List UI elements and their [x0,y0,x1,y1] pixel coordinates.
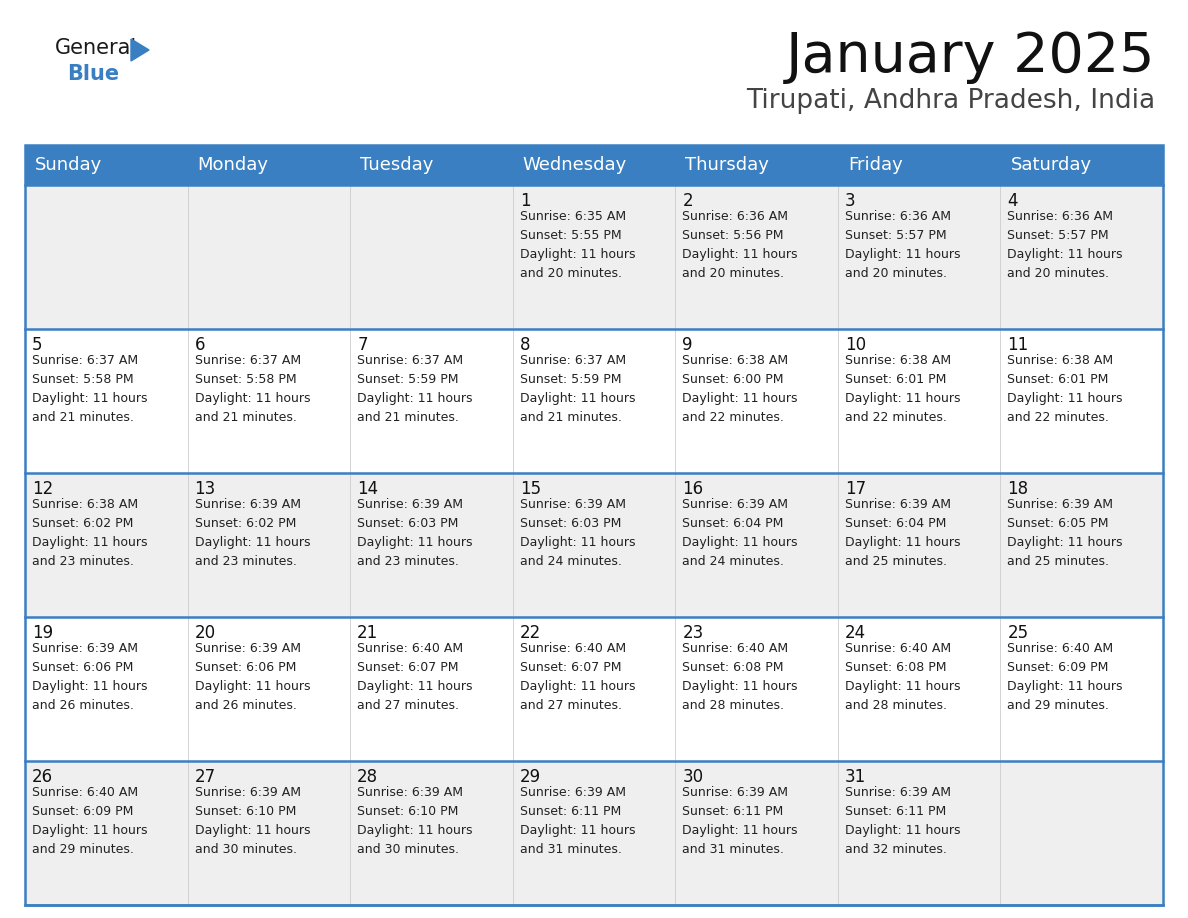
Text: 23: 23 [682,624,703,642]
Text: Friday: Friday [848,156,903,174]
Bar [25,329,1163,473]
Text: Sunrise: 6:40 AM
Sunset: 6:09 PM
Daylight: 11 hours
and 29 minutes.: Sunrise: 6:40 AM Sunset: 6:09 PM Dayligh… [32,786,147,856]
Bar [25,617,1163,761]
Text: 14: 14 [358,480,378,498]
Text: 25: 25 [1007,624,1029,642]
Text: Sunrise: 6:39 AM
Sunset: 6:05 PM
Daylight: 11 hours
and 25 minutes.: Sunrise: 6:39 AM Sunset: 6:05 PM Dayligh… [1007,498,1123,568]
Text: Saturday: Saturday [1011,156,1092,174]
Text: 6: 6 [195,336,206,354]
Text: 19: 19 [32,624,53,642]
Text: Sunrise: 6:39 AM
Sunset: 6:03 PM
Daylight: 11 hours
and 24 minutes.: Sunrise: 6:39 AM Sunset: 6:03 PM Dayligh… [519,498,636,568]
Text: 29: 29 [519,768,541,786]
Text: Sunrise: 6:36 AM
Sunset: 5:56 PM
Daylight: 11 hours
and 20 minutes.: Sunrise: 6:36 AM Sunset: 5:56 PM Dayligh… [682,210,798,280]
Text: 24: 24 [845,624,866,642]
Text: Sunrise: 6:39 AM
Sunset: 6:11 PM
Daylight: 11 hours
and 32 minutes.: Sunrise: 6:39 AM Sunset: 6:11 PM Dayligh… [845,786,960,856]
Text: 22: 22 [519,624,541,642]
Text: Sunrise: 6:37 AM
Sunset: 5:59 PM
Daylight: 11 hours
and 21 minutes.: Sunrise: 6:37 AM Sunset: 5:59 PM Dayligh… [519,354,636,424]
Text: Sunrise: 6:39 AM
Sunset: 6:06 PM
Daylight: 11 hours
and 26 minutes.: Sunrise: 6:39 AM Sunset: 6:06 PM Dayligh… [195,642,310,712]
Text: 27: 27 [195,768,216,786]
Text: 8: 8 [519,336,530,354]
Text: Sunrise: 6:39 AM
Sunset: 6:02 PM
Daylight: 11 hours
and 23 minutes.: Sunrise: 6:39 AM Sunset: 6:02 PM Dayligh… [195,498,310,568]
Text: 28: 28 [358,768,378,786]
Text: Sunrise: 6:38 AM
Sunset: 6:01 PM
Daylight: 11 hours
and 22 minutes.: Sunrise: 6:38 AM Sunset: 6:01 PM Dayligh… [845,354,960,424]
Text: 11: 11 [1007,336,1029,354]
Text: Sunrise: 6:37 AM
Sunset: 5:58 PM
Daylight: 11 hours
and 21 minutes.: Sunrise: 6:37 AM Sunset: 5:58 PM Dayligh… [195,354,310,424]
Text: 26: 26 [32,768,53,786]
Text: Sunrise: 6:40 AM
Sunset: 6:07 PM
Daylight: 11 hours
and 27 minutes.: Sunrise: 6:40 AM Sunset: 6:07 PM Dayligh… [358,642,473,712]
Text: January 2025: January 2025 [785,30,1155,84]
Text: 2: 2 [682,192,693,210]
Text: Sunrise: 6:35 AM
Sunset: 5:55 PM
Daylight: 11 hours
and 20 minutes.: Sunrise: 6:35 AM Sunset: 5:55 PM Dayligh… [519,210,636,280]
Text: 21: 21 [358,624,379,642]
Text: 13: 13 [195,480,216,498]
Bar [25,185,1163,329]
Bar [25,145,1163,185]
Text: Monday: Monday [197,156,268,174]
Text: Sunrise: 6:39 AM
Sunset: 6:11 PM
Daylight: 11 hours
and 31 minutes.: Sunrise: 6:39 AM Sunset: 6:11 PM Dayligh… [682,786,798,856]
Text: Sunrise: 6:40 AM
Sunset: 6:08 PM
Daylight: 11 hours
and 28 minutes.: Sunrise: 6:40 AM Sunset: 6:08 PM Dayligh… [682,642,798,712]
Text: Wednesday: Wednesday [523,156,627,174]
Polygon shape [131,39,148,61]
Text: Sunrise: 6:40 AM
Sunset: 6:08 PM
Daylight: 11 hours
and 28 minutes.: Sunrise: 6:40 AM Sunset: 6:08 PM Dayligh… [845,642,960,712]
Text: Sunrise: 6:39 AM
Sunset: 6:11 PM
Daylight: 11 hours
and 31 minutes.: Sunrise: 6:39 AM Sunset: 6:11 PM Dayligh… [519,786,636,856]
Text: Sunrise: 6:39 AM
Sunset: 6:03 PM
Daylight: 11 hours
and 23 minutes.: Sunrise: 6:39 AM Sunset: 6:03 PM Dayligh… [358,498,473,568]
Text: Sunrise: 6:39 AM
Sunset: 6:04 PM
Daylight: 11 hours
and 24 minutes.: Sunrise: 6:39 AM Sunset: 6:04 PM Dayligh… [682,498,798,568]
Text: Blue: Blue [67,64,119,84]
Bar [25,145,1163,905]
Text: 16: 16 [682,480,703,498]
Text: Sunrise: 6:40 AM
Sunset: 6:07 PM
Daylight: 11 hours
and 27 minutes.: Sunrise: 6:40 AM Sunset: 6:07 PM Dayligh… [519,642,636,712]
Text: Sunrise: 6:36 AM
Sunset: 5:57 PM
Daylight: 11 hours
and 20 minutes.: Sunrise: 6:36 AM Sunset: 5:57 PM Dayligh… [1007,210,1123,280]
Text: Sunrise: 6:38 AM
Sunset: 6:02 PM
Daylight: 11 hours
and 23 minutes.: Sunrise: 6:38 AM Sunset: 6:02 PM Dayligh… [32,498,147,568]
Text: 17: 17 [845,480,866,498]
Text: Sunrise: 6:39 AM
Sunset: 6:10 PM
Daylight: 11 hours
and 30 minutes.: Sunrise: 6:39 AM Sunset: 6:10 PM Dayligh… [195,786,310,856]
Text: Sunrise: 6:38 AM
Sunset: 6:01 PM
Daylight: 11 hours
and 22 minutes.: Sunrise: 6:38 AM Sunset: 6:01 PM Dayligh… [1007,354,1123,424]
Text: Sunrise: 6:37 AM
Sunset: 5:59 PM
Daylight: 11 hours
and 21 minutes.: Sunrise: 6:37 AM Sunset: 5:59 PM Dayligh… [358,354,473,424]
Text: 7: 7 [358,336,367,354]
Text: 30: 30 [682,768,703,786]
Text: 18: 18 [1007,480,1029,498]
Text: Sunrise: 6:39 AM
Sunset: 6:10 PM
Daylight: 11 hours
and 30 minutes.: Sunrise: 6:39 AM Sunset: 6:10 PM Dayligh… [358,786,473,856]
Bar [25,761,1163,905]
Text: 1: 1 [519,192,530,210]
Text: 12: 12 [32,480,53,498]
Text: Sunrise: 6:39 AM
Sunset: 6:06 PM
Daylight: 11 hours
and 26 minutes.: Sunrise: 6:39 AM Sunset: 6:06 PM Dayligh… [32,642,147,712]
Text: 10: 10 [845,336,866,354]
Text: 5: 5 [32,336,43,354]
Text: 20: 20 [195,624,216,642]
Text: 15: 15 [519,480,541,498]
Text: 9: 9 [682,336,693,354]
Text: Sunrise: 6:40 AM
Sunset: 6:09 PM
Daylight: 11 hours
and 29 minutes.: Sunrise: 6:40 AM Sunset: 6:09 PM Dayligh… [1007,642,1123,712]
Bar [25,473,1163,617]
Text: Sunrise: 6:38 AM
Sunset: 6:00 PM
Daylight: 11 hours
and 22 minutes.: Sunrise: 6:38 AM Sunset: 6:00 PM Dayligh… [682,354,798,424]
Text: Sunday: Sunday [34,156,102,174]
Text: Sunrise: 6:36 AM
Sunset: 5:57 PM
Daylight: 11 hours
and 20 minutes.: Sunrise: 6:36 AM Sunset: 5:57 PM Dayligh… [845,210,960,280]
Text: Sunrise: 6:37 AM
Sunset: 5:58 PM
Daylight: 11 hours
and 21 minutes.: Sunrise: 6:37 AM Sunset: 5:58 PM Dayligh… [32,354,147,424]
Text: Tuesday: Tuesday [360,156,434,174]
Text: 3: 3 [845,192,855,210]
Text: General: General [55,38,138,58]
Text: 31: 31 [845,768,866,786]
Text: Thursday: Thursday [685,156,769,174]
Text: Tirupati, Andhra Pradesh, India: Tirupati, Andhra Pradesh, India [746,88,1155,114]
Text: Sunrise: 6:39 AM
Sunset: 6:04 PM
Daylight: 11 hours
and 25 minutes.: Sunrise: 6:39 AM Sunset: 6:04 PM Dayligh… [845,498,960,568]
Text: 4: 4 [1007,192,1018,210]
